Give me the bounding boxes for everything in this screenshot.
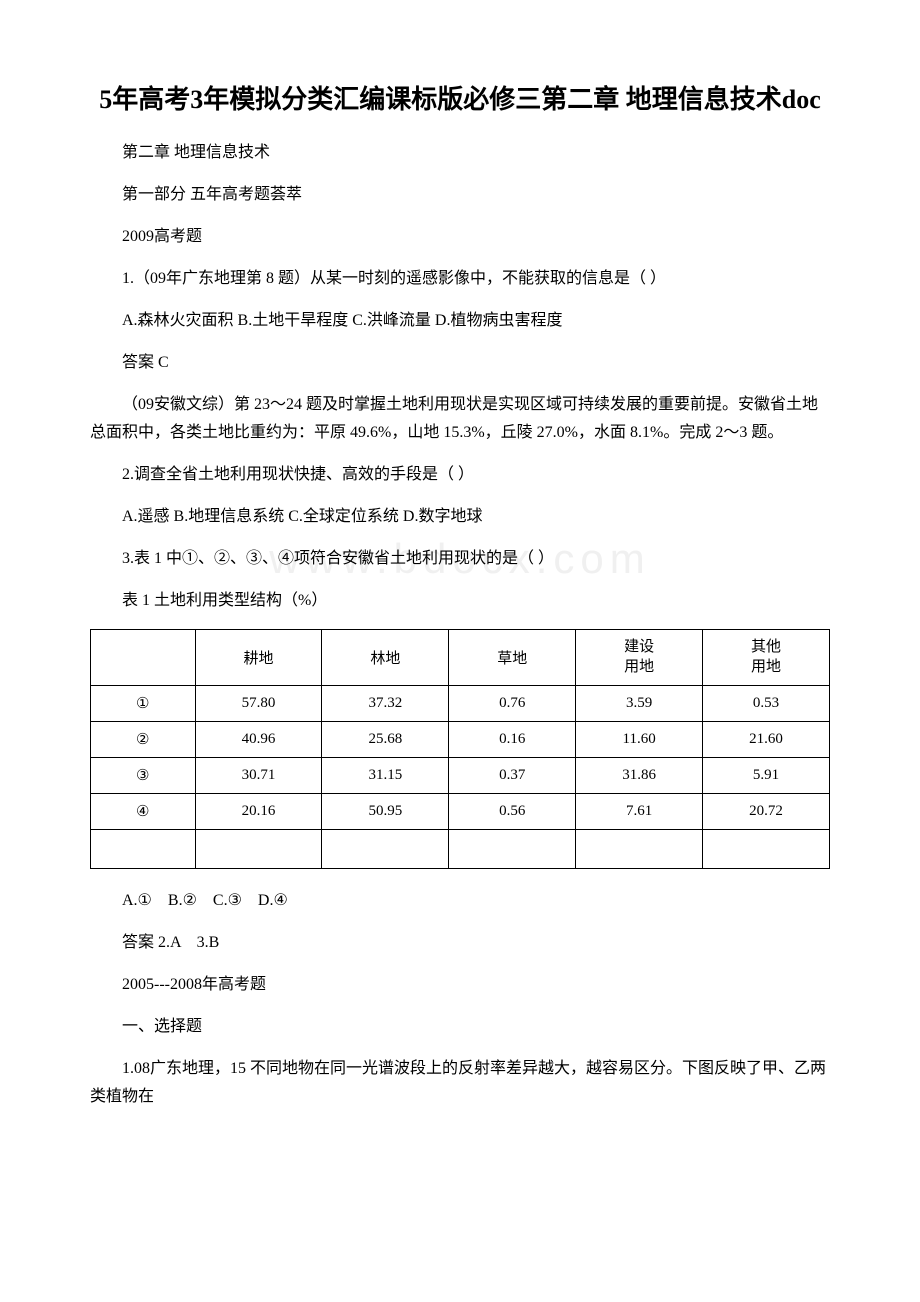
answer-1: 答案 C xyxy=(90,349,830,377)
section-subheading: 一、选择题 xyxy=(90,1013,830,1041)
table-cell: 21.60 xyxy=(703,722,830,758)
table-caption: 表 1 土地利用类型结构（%） xyxy=(90,587,830,615)
table-cell: 20.72 xyxy=(703,794,830,830)
table-cell: 20.16 xyxy=(195,794,322,830)
table-cell: 5.91 xyxy=(703,758,830,794)
table-cell: 31.15 xyxy=(322,758,449,794)
land-use-table: 耕地 林地 草地 建设用地 其他用地 ① 57.80 37.32 0.76 3.… xyxy=(90,629,830,869)
table-cell: 0.56 xyxy=(449,794,576,830)
table-header: 林地 xyxy=(322,630,449,686)
table-cell: 50.95 xyxy=(322,794,449,830)
table-cell: 11.60 xyxy=(576,722,703,758)
table-row: ② 40.96 25.68 0.16 11.60 21.60 xyxy=(91,722,830,758)
table-cell: ③ xyxy=(91,758,196,794)
table-row: ① 57.80 37.32 0.76 3.59 0.53 xyxy=(91,686,830,722)
question-1: 1.（09年广东地理第 8 题）从某一时刻的遥感影像中，不能获取的信息是（ ） xyxy=(90,265,830,293)
question-paragraph: 1.08广东地理，15 不同地物在同一光谱波段上的反射率差异越大，越容易区分。下… xyxy=(90,1055,830,1111)
section-heading: 2005---2008年高考题 xyxy=(90,971,830,999)
page-title: 5年高考3年模拟分类汇编课标版必修三第二章 地理信息技术doc xyxy=(90,80,830,119)
question-2-options: A.遥感 B.地理信息系统 C.全球定位系统 D.数字地球 xyxy=(90,503,830,531)
table-header xyxy=(91,630,196,686)
table-cell: 30.71 xyxy=(195,758,322,794)
table-header: 耕地 xyxy=(195,630,322,686)
paragraph: 第一部分 五年高考题荟萃 xyxy=(90,181,830,209)
table-header: 建设用地 xyxy=(576,630,703,686)
table-cell: 7.61 xyxy=(576,794,703,830)
table-cell xyxy=(449,830,576,869)
table-cell: 31.86 xyxy=(576,758,703,794)
table-cell xyxy=(322,830,449,869)
table-header-row: 耕地 林地 草地 建设用地 其他用地 xyxy=(91,630,830,686)
table-cell: 0.37 xyxy=(449,758,576,794)
table-cell: 0.16 xyxy=(449,722,576,758)
table-cell: 57.80 xyxy=(195,686,322,722)
table-cell: ① xyxy=(91,686,196,722)
table-row-empty xyxy=(91,830,830,869)
table-cell xyxy=(195,830,322,869)
table-cell: ④ xyxy=(91,794,196,830)
question-2: 2.调查全省土地利用现状快捷、高效的手段是（ ） xyxy=(90,461,830,489)
paragraph: 2009高考题 xyxy=(90,223,830,251)
table-cell: 25.68 xyxy=(322,722,449,758)
table-cell: 40.96 xyxy=(195,722,322,758)
table-cell: 3.59 xyxy=(576,686,703,722)
table-cell: ② xyxy=(91,722,196,758)
table-cell xyxy=(703,830,830,869)
table-row: ④ 20.16 50.95 0.56 7.61 20.72 xyxy=(91,794,830,830)
table-cell xyxy=(91,830,196,869)
table-header: 草地 xyxy=(449,630,576,686)
paragraph-context: （09安徽文综）第 23～24 题及时掌握土地利用现状是实现区域可持续发展的重要… xyxy=(90,391,830,447)
answer-2-3: 答案 2.A 3.B xyxy=(90,929,830,957)
question-1-options: A.森林火灾面积 B.土地干旱程度 C.洪峰流量 D.植物病虫害程度 xyxy=(90,307,830,335)
table-cell: 37.32 xyxy=(322,686,449,722)
table-cell: 0.53 xyxy=(703,686,830,722)
question-3-options: A.① B.② C.③ D.④ xyxy=(90,887,830,915)
table-cell xyxy=(576,830,703,869)
table-row: ③ 30.71 31.15 0.37 31.86 5.91 xyxy=(91,758,830,794)
paragraph: 第二章 地理信息技术 xyxy=(90,139,830,167)
question-3: 3.表 1 中①、②、③、④项符合安徽省土地利用现状的是（ ） xyxy=(90,545,830,573)
table-header: 其他用地 xyxy=(703,630,830,686)
table-cell: 0.76 xyxy=(449,686,576,722)
